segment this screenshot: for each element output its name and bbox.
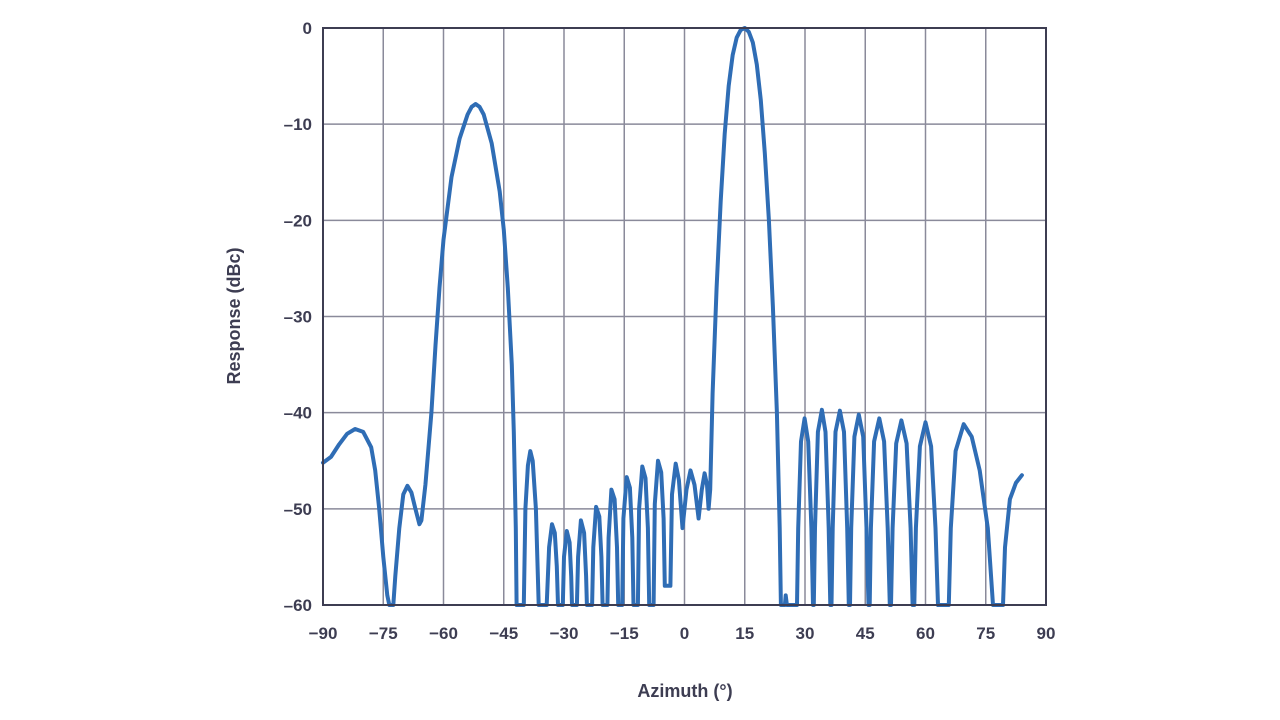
- x-tick-label: −30: [550, 624, 579, 643]
- y-tick-label: 0: [303, 19, 312, 38]
- x-tick-label: 60: [916, 624, 935, 643]
- x-tick-label: −90: [309, 624, 338, 643]
- x-tick-label: −15: [610, 624, 639, 643]
- y-tick-label: –60: [284, 596, 312, 615]
- tick-labels: −90 −75 −60 −45 −30 −15 0 15 30 45 60 75 90 0 –10 –20 –3…: [284, 19, 1056, 643]
- y-axis-label: Response (dBc): [224, 247, 244, 384]
- y-tick-label: –10: [284, 115, 312, 134]
- x-tick-label: −60: [429, 624, 458, 643]
- y-tick-label: –20: [284, 211, 312, 230]
- y-tick-label: –30: [284, 308, 312, 327]
- x-tick-label: 75: [976, 624, 995, 643]
- x-axis-label: Azimuth (°): [637, 681, 732, 701]
- x-tick-label: 30: [796, 624, 815, 643]
- x-tick-label: −45: [489, 624, 518, 643]
- plot-frame: [322, 27, 1047, 606]
- x-tick-label: 0: [680, 624, 689, 643]
- x-tick-label: 15: [735, 624, 754, 643]
- y-tick-label: –50: [284, 500, 312, 519]
- x-tick-label: 45: [856, 624, 875, 643]
- x-tick-label: 90: [1037, 624, 1056, 643]
- response-line: [321, 26, 1024, 607]
- y-tick-label: –40: [284, 404, 312, 423]
- x-tick-label: −75: [369, 624, 398, 643]
